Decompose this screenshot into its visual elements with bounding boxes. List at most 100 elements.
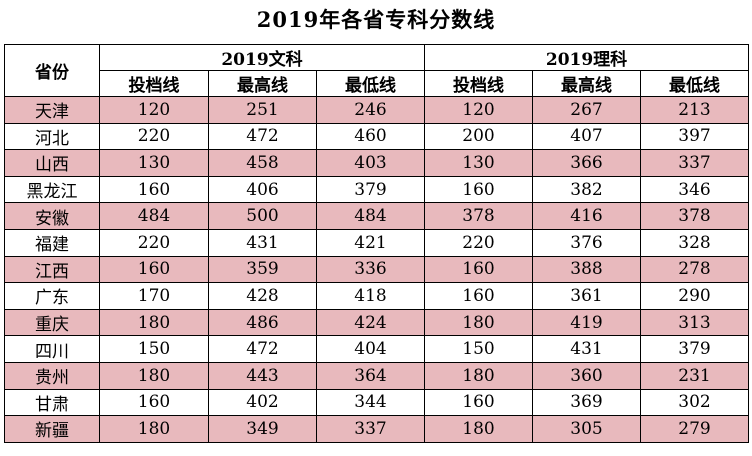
province-cell: 天津: [4, 96, 100, 124]
wen-zuidi-cell: 379: [315, 175, 426, 204]
li-zuidi-cell: 397: [640, 122, 750, 151]
li-toudang-cell: 150: [424, 335, 534, 363]
table-row: 四川 150 472 404 150 431 379: [4, 335, 750, 363]
li-zuigao-cell: 382: [532, 175, 642, 204]
province-cell: 安徽: [4, 202, 100, 230]
wen-zuidi-cell: 337: [315, 415, 426, 443]
li-zuigao-cell: 419: [532, 308, 642, 337]
li-toudang-cell: 160: [424, 175, 534, 204]
li-zuigao-cell: 431: [532, 335, 642, 363]
table-row: 江西 160 359 336 160 388 278: [4, 255, 750, 284]
li-zuidi-cell: 279: [640, 415, 750, 443]
wen-toudang-cell: 220: [99, 122, 209, 151]
header-province: 省份: [4, 44, 100, 97]
wen-zuigao-cell: 251: [208, 96, 317, 124]
li-zuigao-cell: 416: [532, 202, 642, 230]
wen-zuigao-cell: 359: [208, 255, 317, 284]
li-toudang-cell: 200: [424, 122, 534, 151]
wen-zuigao-cell: 458: [208, 149, 317, 177]
header-wen-toudang: 投档线: [99, 70, 209, 97]
wen-zuigao-cell: 472: [208, 335, 317, 363]
province-cell: 黑龙江: [4, 175, 100, 204]
wen-zuidi-cell: 344: [315, 388, 426, 417]
province-cell: 四川: [4, 335, 100, 363]
li-zuigao-cell: 267: [532, 96, 642, 124]
header-row-group: 省份 2019文科 2019理科: [4, 44, 750, 97]
province-cell: 福建: [4, 228, 100, 257]
table-row: 河北 220 472 460 200 407 397: [4, 122, 750, 151]
li-toudang-cell: 180: [424, 361, 534, 390]
wen-toudang-cell: 180: [99, 361, 209, 390]
province-cell: 山西: [4, 149, 100, 177]
li-toudang-cell: 120: [424, 96, 534, 124]
wen-toudang-cell: 130: [99, 149, 209, 177]
li-toudang-cell: 130: [424, 149, 534, 177]
li-zuigao-cell: 369: [532, 388, 642, 417]
province-cell: 贵州: [4, 361, 100, 390]
li-zuidi-cell: 337: [640, 149, 750, 177]
header-group-wen: 2019文科: [98, 44, 426, 71]
wen-zuigao-cell: 500: [208, 202, 317, 230]
province-cell: 新疆: [4, 415, 100, 443]
wen-zuigao-cell: 406: [208, 175, 317, 204]
province-cell: 重庆: [4, 308, 100, 337]
table-row: 新疆 180 349 337 180 305 279: [4, 415, 750, 443]
table-row: 山西 130 458 403 130 366 337: [4, 149, 750, 177]
table-row: 重庆 180 486 424 180 419 313: [4, 308, 750, 337]
table-row: 甘肃 160 402 344 160 369 302: [4, 388, 750, 417]
wen-toudang-cell: 484: [99, 202, 209, 230]
header-wen-zuigao: 最高线: [208, 70, 317, 97]
wen-zuigao-cell: 472: [208, 122, 317, 151]
wen-zuidi-cell: 418: [315, 282, 426, 310]
table-row: 天津 120 251 246 120 267 213: [4, 96, 750, 124]
wen-toudang-cell: 160: [99, 175, 209, 204]
wen-zuigao-cell: 428: [208, 282, 317, 310]
li-zuigao-cell: 360: [532, 361, 642, 390]
table-body: 天津 120 251 246 120 267 213 河北 220 472 460 200 407 397…: [4, 96, 750, 443]
li-toudang-cell: 160: [424, 255, 534, 284]
wen-zuigao-cell: 443: [208, 361, 317, 390]
wen-toudang-cell: 180: [99, 415, 209, 443]
wen-toudang-cell: 160: [99, 388, 209, 417]
wen-zuidi-cell: 403: [315, 149, 426, 177]
table-row: 福建 220 431 421 220 376 328: [4, 228, 750, 257]
wen-zuigao-cell: 486: [208, 308, 317, 337]
li-zuidi-cell: 290: [640, 282, 750, 310]
wen-zuigao-cell: 349: [208, 415, 317, 443]
table-row: 黑龙江 160 406 379 160 382 346: [4, 175, 750, 204]
wen-zuidi-cell: 364: [315, 361, 426, 390]
header-wen-zuidi: 最低线: [315, 70, 426, 97]
li-zuigao-cell: 388: [532, 255, 642, 284]
wen-toudang-cell: 180: [99, 308, 209, 337]
header-li-zuidi: 最低线: [640, 70, 750, 97]
wen-toudang-cell: 120: [99, 96, 209, 124]
wen-toudang-cell: 160: [99, 255, 209, 284]
score-table: 省份 2019文科 2019理科 投档线 最高线 最低线 投档线 最高线 最低线…: [4, 44, 750, 443]
wen-zuidi-cell: 424: [315, 308, 426, 337]
province-cell: 广东: [4, 282, 100, 310]
li-zuidi-cell: 378: [640, 202, 750, 230]
li-zuidi-cell: 379: [640, 335, 750, 363]
li-zuigao-cell: 305: [532, 415, 642, 443]
header-group-li: 2019理科: [424, 44, 750, 71]
li-toudang-cell: 160: [424, 282, 534, 310]
wen-zuigao-cell: 402: [208, 388, 317, 417]
table-row: 广东 170 428 418 160 361 290: [4, 282, 750, 310]
table-row: 贵州 180 443 364 180 360 231: [4, 361, 750, 390]
header-row-columns: 投档线 最高线 最低线 投档线 最高线 最低线: [5, 70, 750, 97]
wen-zuidi-cell: 421: [315, 228, 426, 257]
province-cell: 江西: [4, 255, 100, 284]
wen-zuidi-cell: 460: [315, 122, 426, 151]
table-row: 安徽 484 500 484 378 416 378: [4, 202, 750, 230]
province-cell: 河北: [4, 122, 100, 151]
wen-toudang-cell: 150: [99, 335, 209, 363]
wen-zuidi-cell: 246: [315, 96, 426, 124]
li-zuidi-cell: 213: [640, 96, 750, 124]
li-zuigao-cell: 361: [532, 282, 642, 310]
li-toudang-cell: 180: [424, 308, 534, 337]
li-zuidi-cell: 328: [640, 228, 750, 257]
li-toudang-cell: 160: [424, 388, 534, 417]
page-title: 2019年各省专科分数线: [256, 7, 496, 32]
li-toudang-cell: 220: [424, 228, 534, 257]
wen-zuidi-cell: 336: [315, 255, 426, 284]
